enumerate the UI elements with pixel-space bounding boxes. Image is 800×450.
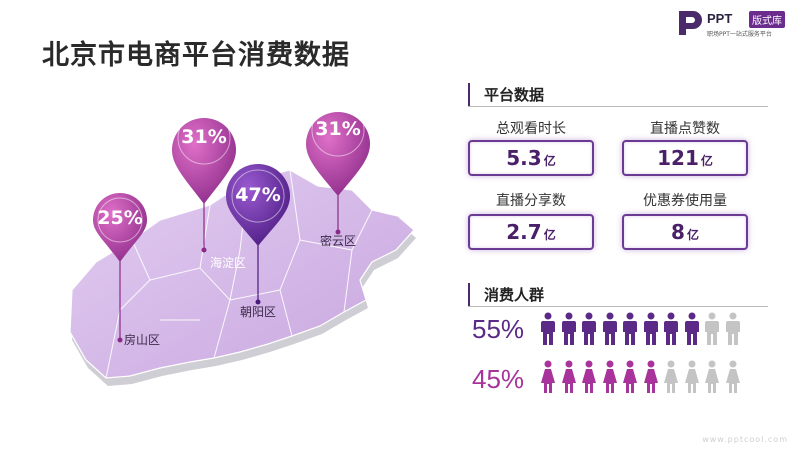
stat-value: 5.3 [506,146,542,170]
page-title: 北京市电商平台消费数据 [42,40,350,71]
consumer-section-header: 消费人群 [468,280,768,310]
platform-section-header: 平台数据 [468,80,768,110]
male-person-icon [684,312,699,345]
pin-percent-fangshan: 25% [97,207,143,229]
male-person-icon [664,312,678,345]
female-percent: 45% [472,364,525,394]
pin-percent-haidian: 31% [181,126,227,148]
female-person-icon [705,360,719,393]
pin-haidian [172,111,236,253]
female-person-icon [643,360,658,393]
male-person-icon [623,312,637,345]
stat-label-likes: 直播点赞数 [650,121,720,137]
male-person-icon [643,312,658,345]
section-divider [468,106,768,107]
female-person-icon [602,360,617,393]
section-divider [468,306,768,307]
stat-box-watch-time: 5.3 亿 [468,140,594,176]
logo-icon [679,11,702,35]
stat-unit: 亿 [543,228,556,242]
pin-fangshan [93,193,147,343]
stat-value: 121 [657,146,699,170]
stat-box-shares: 2.7 亿 [468,214,594,250]
male-person-icon [705,312,719,345]
district-label-chaoyang: 朝阳区 [240,305,277,319]
female-person-icon [664,360,678,393]
stat-box-likes: 121 亿 [622,140,748,176]
beijing-map [70,103,416,386]
female-person-icon [725,360,740,393]
female-person-icon [623,360,637,393]
female-icon-row [540,360,741,396]
brand-logo: PPT 版式库 职场PPT一站式服务平台 [677,9,793,41]
footer-url: www.pptcool.com [702,435,788,444]
district-label-haidian: 海淀区 [210,256,247,270]
male-percent: 55% [472,314,525,344]
stat-unit: 亿 [543,154,556,168]
pin-miyun [306,103,370,235]
district-label-miyun: 密云区 [320,234,357,248]
logo-slogan: 职场PPT一站式服务平台 [707,31,772,38]
male-person-icon [725,312,740,345]
male-person-icon [602,312,617,345]
stat-unit: 亿 [700,154,713,168]
district-label-fangshan: 房山区 [124,333,161,347]
stat-label-shares: 直播分享数 [496,193,566,209]
section-accent-bar [468,283,470,307]
male-person-icon [582,312,596,345]
section-accent-bar [468,83,470,107]
logo-tag: 版式库 [749,11,785,28]
stat-label-coupons: 优惠券使用量 [643,193,727,209]
logo-brand: PPT [707,11,733,26]
female-person-icon [561,360,576,393]
male-icon-row [540,312,741,348]
female-person-icon [684,360,699,393]
female-person-icon [582,360,596,393]
stat-label-watch-time: 总观看时长 [496,121,566,137]
female-person-icon [541,360,555,393]
stat-unit: 亿 [686,228,699,242]
consumer-heading: 消费人群 [484,286,545,304]
male-person-icon [561,312,576,345]
male-person-icon [541,312,555,345]
platform-heading: 平台数据 [484,86,545,104]
pin-chaoyang [226,164,290,305]
stat-value: 8 [671,220,685,244]
pin-percent-miyun: 31% [315,118,361,140]
pin-percent-chaoyang: 47% [235,184,281,206]
stat-value: 2.7 [506,220,542,244]
